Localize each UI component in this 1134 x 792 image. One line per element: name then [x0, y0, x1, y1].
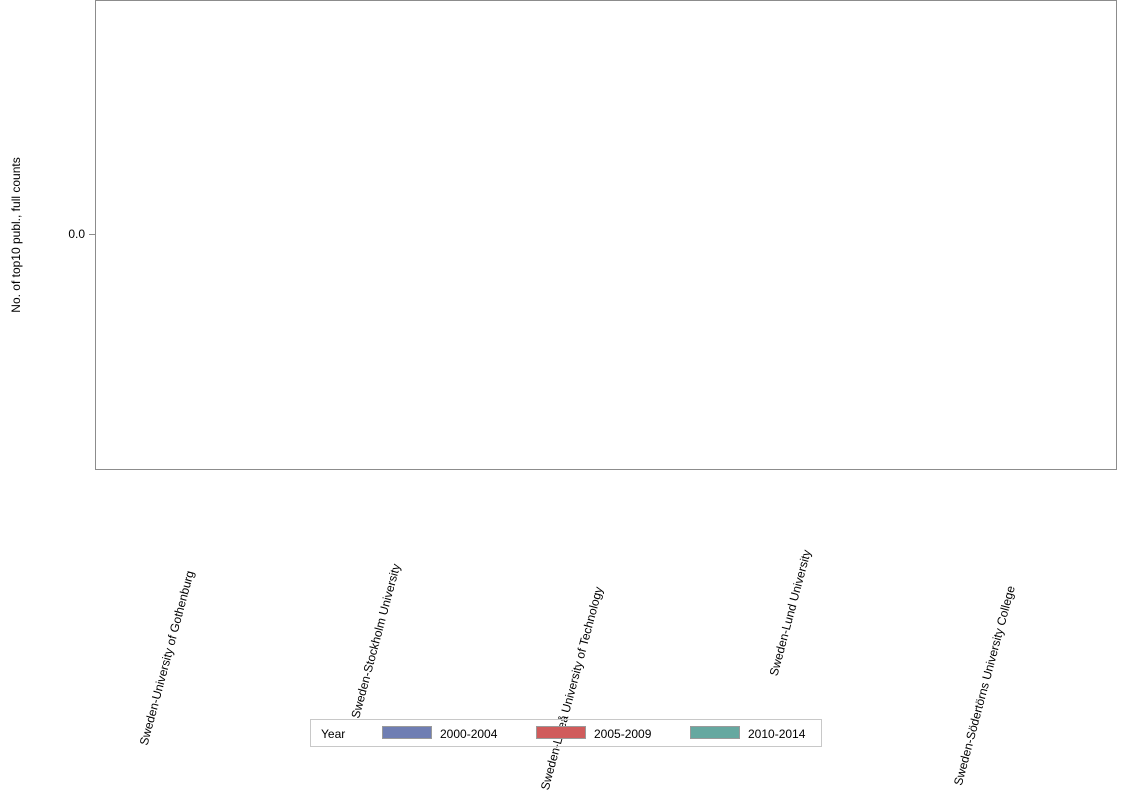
- legend: Year 2000-2004 2005-2009 2010-2014: [310, 719, 822, 747]
- x-tick-label: Sweden-Lund University: [766, 548, 814, 678]
- legend-swatch-icon: [536, 726, 586, 739]
- plot-area: [95, 0, 1117, 470]
- legend-label: 2010-2014: [748, 727, 806, 741]
- legend-swatch-icon: [382, 726, 432, 739]
- x-tick-label: Sweden-Södertörns University College: [950, 584, 1018, 787]
- legend-swatch-icon: [690, 726, 740, 739]
- x-tick-label: Sweden-Stockholm University: [347, 562, 403, 720]
- x-tick-label: Sweden-Luleå University of Technology: [537, 585, 606, 792]
- legend-label: 2000-2004: [440, 727, 498, 741]
- legend-title: Year: [321, 727, 346, 741]
- y-tick-label: 0.0: [68, 227, 85, 241]
- x-tick-label: Sweden-University of Gothenburg: [136, 569, 197, 747]
- legend-label: 2005-2009: [594, 727, 652, 741]
- y-axis-tick: [89, 234, 95, 235]
- y-axis-label: No. of top10 publ., full counts: [9, 157, 23, 313]
